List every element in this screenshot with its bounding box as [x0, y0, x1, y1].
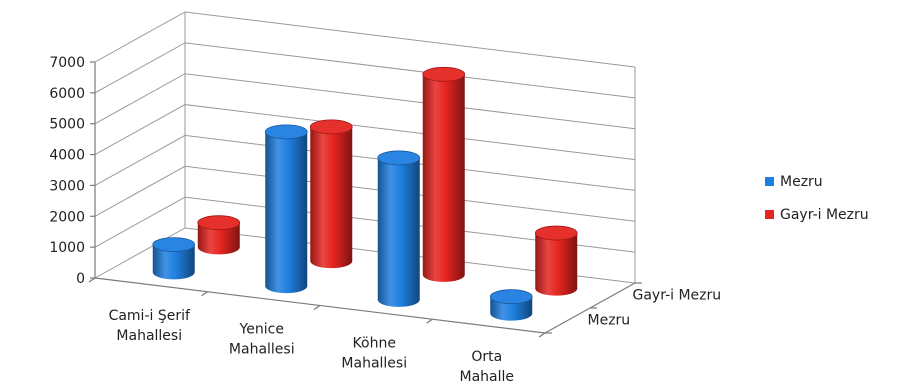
x-axis-categories: Cami-i Şerif Mahallesi Yenice Mahallesi Köhn…	[109, 308, 514, 385]
y-tick-label-4000: 4000	[49, 148, 85, 164]
bar-body	[310, 126, 353, 269]
bar-top	[152, 237, 196, 253]
bar-body	[265, 131, 308, 294]
bar-top	[534, 225, 578, 241]
x-tick-mark-4	[538, 332, 546, 338]
y-tick-label-1000: 1000	[49, 240, 85, 256]
bar-top	[489, 289, 533, 305]
category-label-k-hne: Köhne Mahallesi	[341, 335, 407, 371]
y-tick-label-5000: 5000	[49, 117, 85, 133]
bar-body	[377, 157, 420, 307]
category-label-orta: Orta Mahalle	[459, 349, 514, 383]
gridline-6000	[94, 42, 636, 99]
bar-mezru-yenice	[264, 124, 308, 294]
bar-mezru-k-hne	[377, 150, 421, 307]
legend-label: Mezru	[780, 174, 823, 190]
legend-swatch	[765, 177, 774, 186]
legend-label: Gayr-i Mezru	[780, 207, 869, 223]
bar-gayr-i-mezru-cami-i-erif	[197, 215, 241, 255]
gridline-7000	[94, 11, 636, 68]
gridline-5000	[94, 73, 636, 130]
x-tick-mark-1	[201, 291, 208, 297]
category-label-cami-i-erif: Cami-i Şerif Mahallesi	[109, 308, 191, 344]
depth-label-mezru: Mezru	[588, 313, 631, 329]
bar-gayr-i-mezru-yenice	[309, 119, 353, 269]
y-tick-label-0: 0	[76, 271, 85, 287]
x-tick-mark-2	[313, 305, 321, 310]
depth-label-gayr-i-mezru: Gayr-i Mezru	[633, 288, 722, 304]
bar-mezru-cami-i-erif	[152, 237, 196, 280]
axes	[88, 12, 642, 338]
bar-top	[377, 150, 421, 166]
bar-body	[535, 233, 578, 296]
category-label-yenice: Yenice Mahallesi	[229, 322, 295, 358]
bar-top	[422, 66, 466, 82]
bar-top	[309, 119, 353, 135]
y-tick-label-6000: 6000	[49, 86, 85, 102]
y-tick-label-3000: 3000	[49, 178, 85, 194]
bar-gayr-i-mezru-k-hne	[422, 66, 466, 282]
legend-item-mezru: Mezru	[765, 174, 823, 190]
bar-top	[197, 215, 241, 231]
bar-body	[152, 244, 195, 280]
bar-body	[422, 74, 465, 282]
gridline-3000	[94, 134, 636, 191]
bar-top	[264, 124, 308, 140]
bar-body	[197, 222, 240, 255]
legend-swatch	[765, 210, 774, 219]
bar-mezru-orta	[489, 289, 533, 321]
plot-area	[152, 66, 578, 321]
legend: Mezru Gayr-i Mezru	[765, 174, 869, 223]
y-axis-ticks: 0 1000 2000 3000 4000 5000 6000 7000	[49, 55, 95, 287]
gridline-2000	[94, 165, 636, 222]
y-tick-label-7000: 7000	[49, 55, 85, 71]
bar-gayr-i-mezru-orta	[534, 225, 578, 296]
x-tick-mark-3	[426, 318, 433, 324]
y-tick-label-2000: 2000	[49, 209, 85, 225]
legend-item-gayr-i-mezru: Gayr-i Mezru	[765, 207, 869, 223]
x-tick-mark-0	[88, 277, 96, 283]
gridline-4000	[94, 104, 636, 161]
